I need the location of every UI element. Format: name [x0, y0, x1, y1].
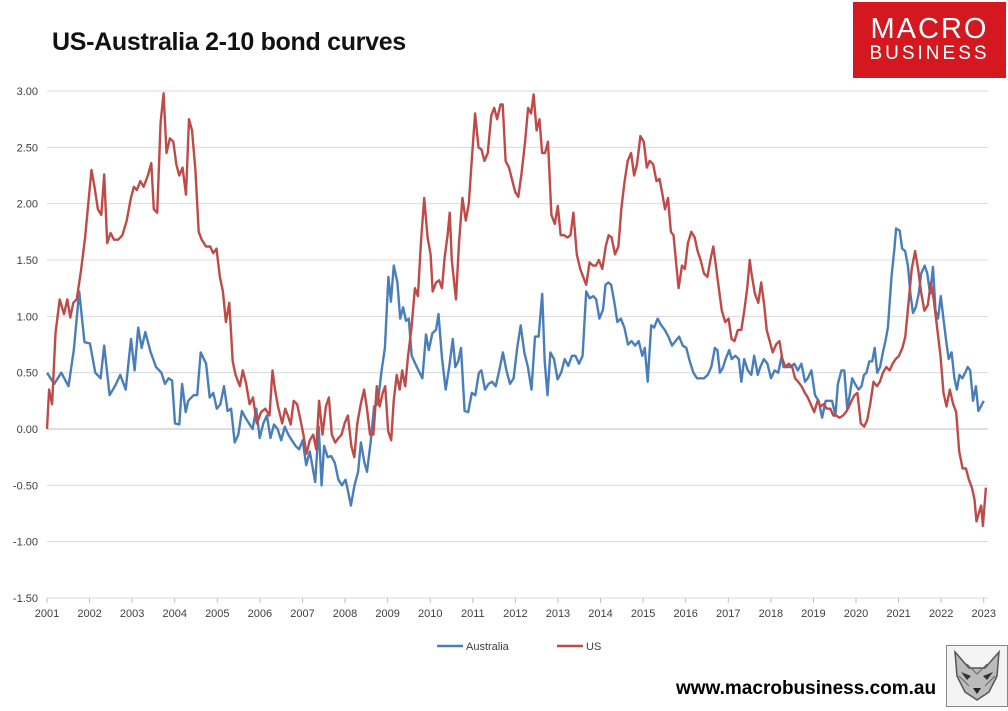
y-tick-label: 1.50 [17, 255, 38, 267]
x-tick-label: 2013 [546, 608, 570, 620]
legend-label-us: US [586, 641, 601, 653]
x-tick-label: 2022 [929, 608, 953, 620]
x-tick-label: 2015 [631, 608, 655, 620]
x-tick-label: 2018 [759, 608, 783, 620]
series-line-us [45, 92, 988, 528]
y-tick-label: 2.50 [17, 142, 38, 154]
x-tick-label: 2020 [844, 608, 868, 620]
y-tick-label: 3.00 [17, 86, 38, 98]
legend-label-australia: Australia [466, 641, 510, 653]
y-tick-label: 2.00 [17, 199, 38, 211]
x-tick-label: 2003 [120, 608, 144, 620]
x-tick-label: 2001 [35, 608, 59, 620]
x-tick-label: 2006 [248, 608, 272, 620]
x-tick-label: 2009 [375, 608, 399, 620]
x-tick-label: 2005 [205, 608, 229, 620]
x-tick-label: 2012 [503, 608, 527, 620]
macrobusiness-logo: MACRO BUSINESS [853, 2, 1006, 78]
x-tick-label: 2010 [418, 608, 442, 620]
y-tick-label: -1.50 [13, 593, 38, 605]
x-tick-label: 2004 [162, 608, 186, 620]
y-tick-label: 1.00 [17, 311, 38, 323]
x-tick-label: 2021 [886, 608, 910, 620]
y-tick-label: -1.00 [13, 537, 38, 549]
x-tick-label: 2016 [673, 608, 697, 620]
fox-logo-icon [946, 645, 1008, 707]
x-tick-label: 2007 [290, 608, 314, 620]
series-line-australia [45, 227, 985, 507]
chart-title: US-Australia 2-10 bond curves [52, 28, 406, 56]
x-tick-label: 2019 [801, 608, 825, 620]
brand-line-2: BUSINESS [869, 43, 990, 64]
y-tick-label: 0.50 [17, 368, 38, 380]
brand-line-1: MACRO [870, 13, 989, 45]
x-tick-label: 2017 [716, 608, 740, 620]
x-tick-label: 2014 [588, 608, 612, 620]
site-url: www.macrobusiness.com.au [676, 678, 937, 699]
x-tick-label: 2011 [461, 608, 485, 620]
y-tick-label: 0.00 [17, 424, 38, 436]
y-tick-label: -0.50 [13, 480, 38, 492]
x-tick-label: 2008 [333, 608, 357, 620]
x-tick-label: 2002 [77, 608, 101, 620]
x-tick-label: 2023 [971, 608, 995, 620]
